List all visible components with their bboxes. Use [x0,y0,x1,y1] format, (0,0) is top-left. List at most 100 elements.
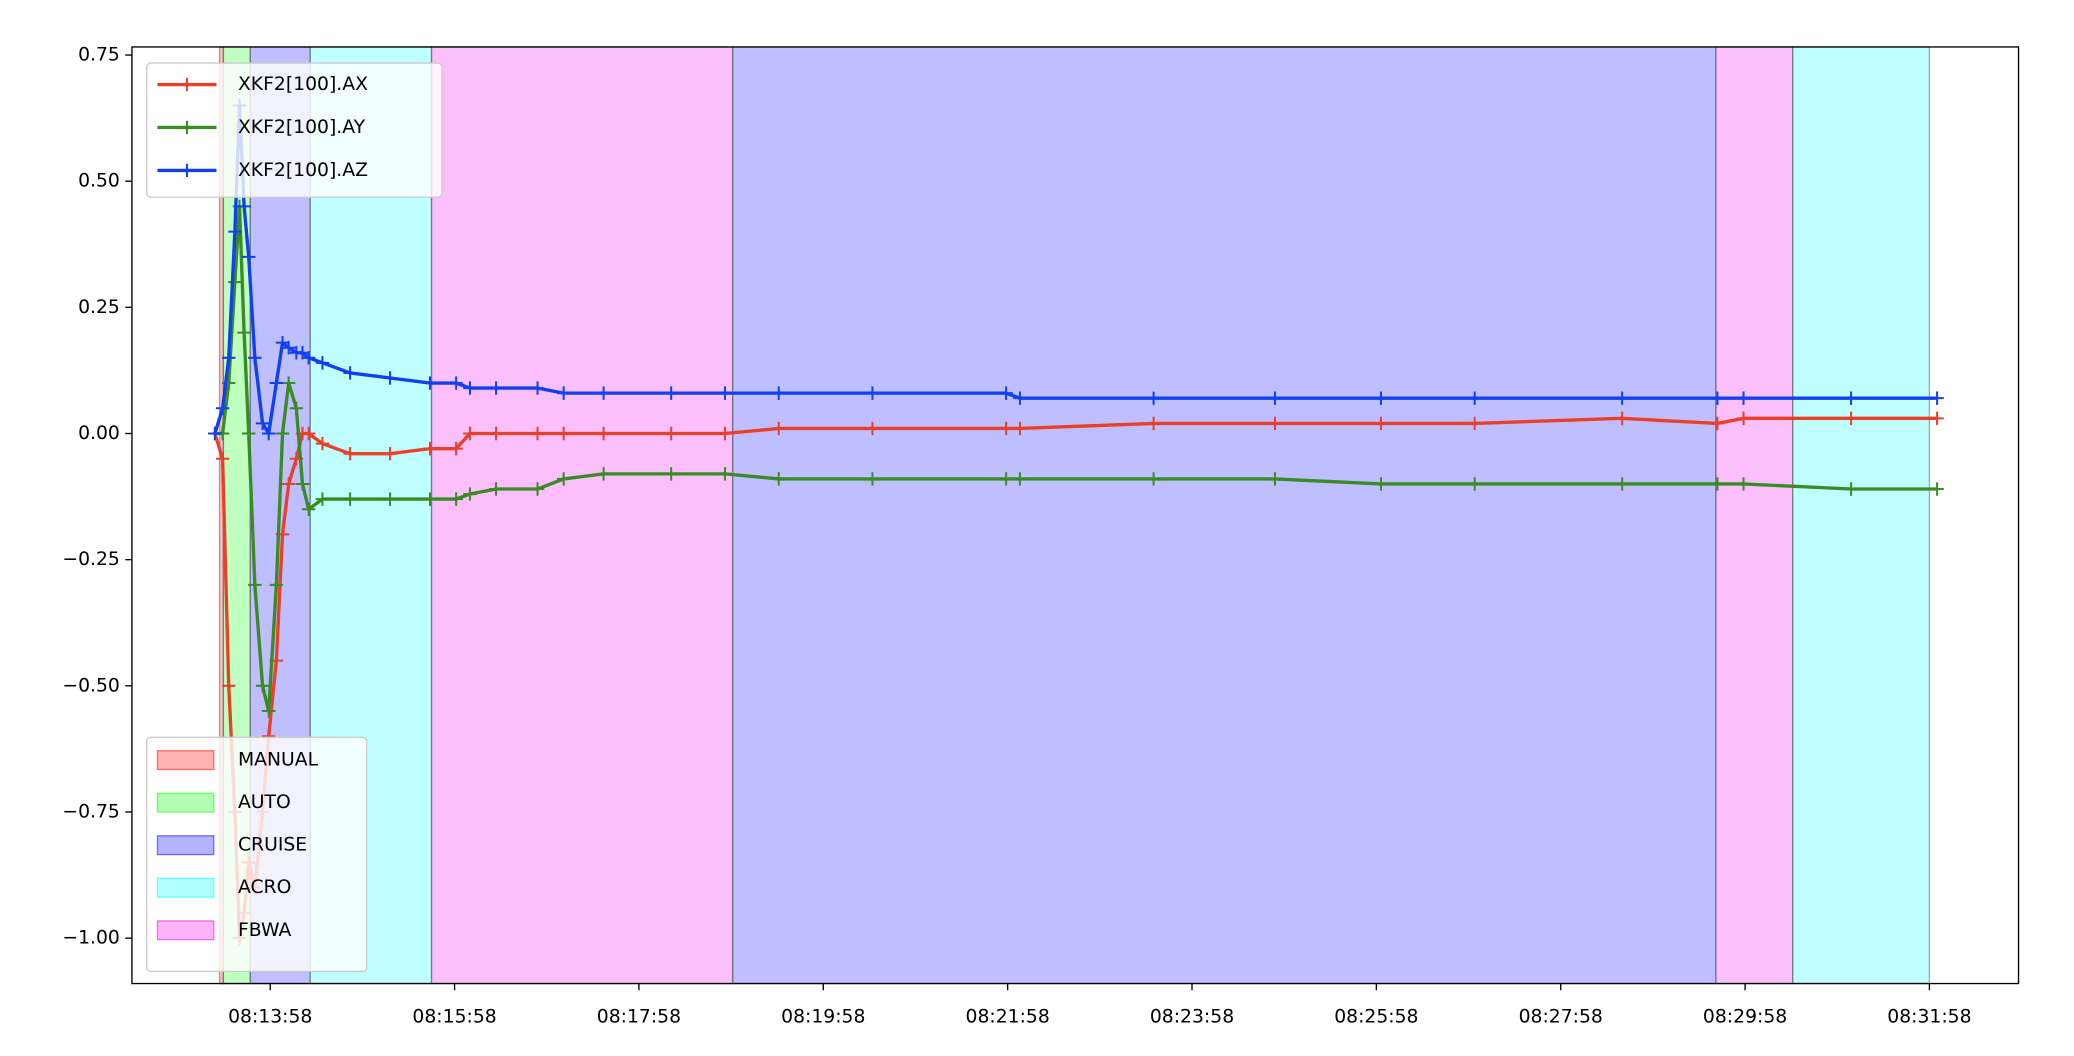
marker [1467,391,1482,405]
marker [1146,416,1161,431]
x-tick-label: 08:27:58 [1519,1007,1603,1028]
marker [556,472,571,486]
marker [489,426,503,441]
marker [1736,391,1751,405]
marker [343,366,357,380]
mode-legend-patch [156,835,215,856]
marker [1146,391,1161,405]
marker [343,446,357,461]
marker [1710,416,1725,431]
x-tick-label: 08:25:58 [1334,1007,1418,1028]
marker [596,467,611,481]
marker [228,224,242,239]
marker [237,325,251,340]
marker [255,679,270,693]
marker [718,467,732,481]
y-tick-label: −1.00 [62,928,120,949]
marker [295,477,310,491]
y-tick-label: 0.00 [78,423,120,444]
legend-label: XKF2[100].AZ [238,160,368,181]
marker [772,472,786,486]
marker [1710,477,1725,491]
marker [1374,477,1388,491]
marker [1268,391,1282,405]
marker [301,502,316,516]
mode-legend-patch [156,750,215,771]
marker [449,441,463,456]
marker [772,386,786,400]
marker [1374,391,1388,405]
marker [383,371,397,385]
mode-legend-label: CRUISE [238,835,307,856]
marker [275,426,290,441]
marker [449,376,463,390]
marker [489,381,503,395]
marker [664,386,678,400]
marker [1615,411,1629,426]
y-tick-label: −0.75 [62,801,120,822]
x-tick-label: 08:19:58 [781,1007,865,1028]
marker [1467,416,1482,431]
marker [463,381,477,395]
marker [1146,472,1161,486]
legend-box [146,62,443,198]
marker [718,386,732,400]
y-tick-label: 0.75 [78,45,120,66]
marker [301,351,316,365]
marker [1710,391,1725,405]
mode-legend-label: FBWA [238,920,292,941]
marker [248,351,262,365]
mode-span [1792,46,1931,985]
x-tick-label: 08:13:58 [228,1007,312,1028]
y-tick-label: 0.50 [78,171,120,192]
marker [215,452,230,466]
marker [556,426,571,441]
marker [1930,411,1944,426]
marker [383,492,397,506]
marker [530,381,545,395]
x-tick-label: 08:17:58 [597,1007,681,1028]
marker [1013,391,1027,405]
marker [865,386,880,400]
mode-span [731,46,1717,985]
marker [865,421,880,436]
marker [1615,477,1629,491]
y-tick-label: 0.25 [78,297,120,318]
marker [269,578,284,592]
mode-legend-box [146,736,368,973]
marker [1844,482,1858,496]
marker [596,386,611,400]
marker [423,441,437,456]
legend-label: XKF2[100].AY [238,117,366,138]
marker [255,416,270,431]
x-tick-label: 08:23:58 [1150,1007,1234,1028]
x-tick-label: 08:15:58 [412,1007,496,1028]
marker [556,386,571,400]
marker [1844,411,1858,426]
plot-frame [131,46,2020,985]
marker [423,376,437,390]
x-tick-label: 08:31:58 [1887,1007,1971,1028]
marker [215,401,230,415]
marker [281,477,296,491]
marker [289,401,304,415]
marker [999,386,1013,400]
mode-legend-label: AUTO [238,792,291,813]
mode-legend-patch [156,920,215,941]
marker [242,250,256,264]
x-tick-label: 08:21:58 [966,1007,1050,1028]
marker [315,492,330,506]
marker [269,376,284,390]
marker [1013,472,1027,486]
marker [664,426,678,441]
marker [261,426,276,441]
marker [718,426,732,441]
mode-legend-patch [156,877,215,898]
marker [1844,391,1858,405]
marker [449,492,463,506]
marker [1013,421,1027,436]
marker [423,492,437,506]
mode-span [1715,46,1794,985]
marker [1930,391,1944,405]
marker [301,426,316,441]
